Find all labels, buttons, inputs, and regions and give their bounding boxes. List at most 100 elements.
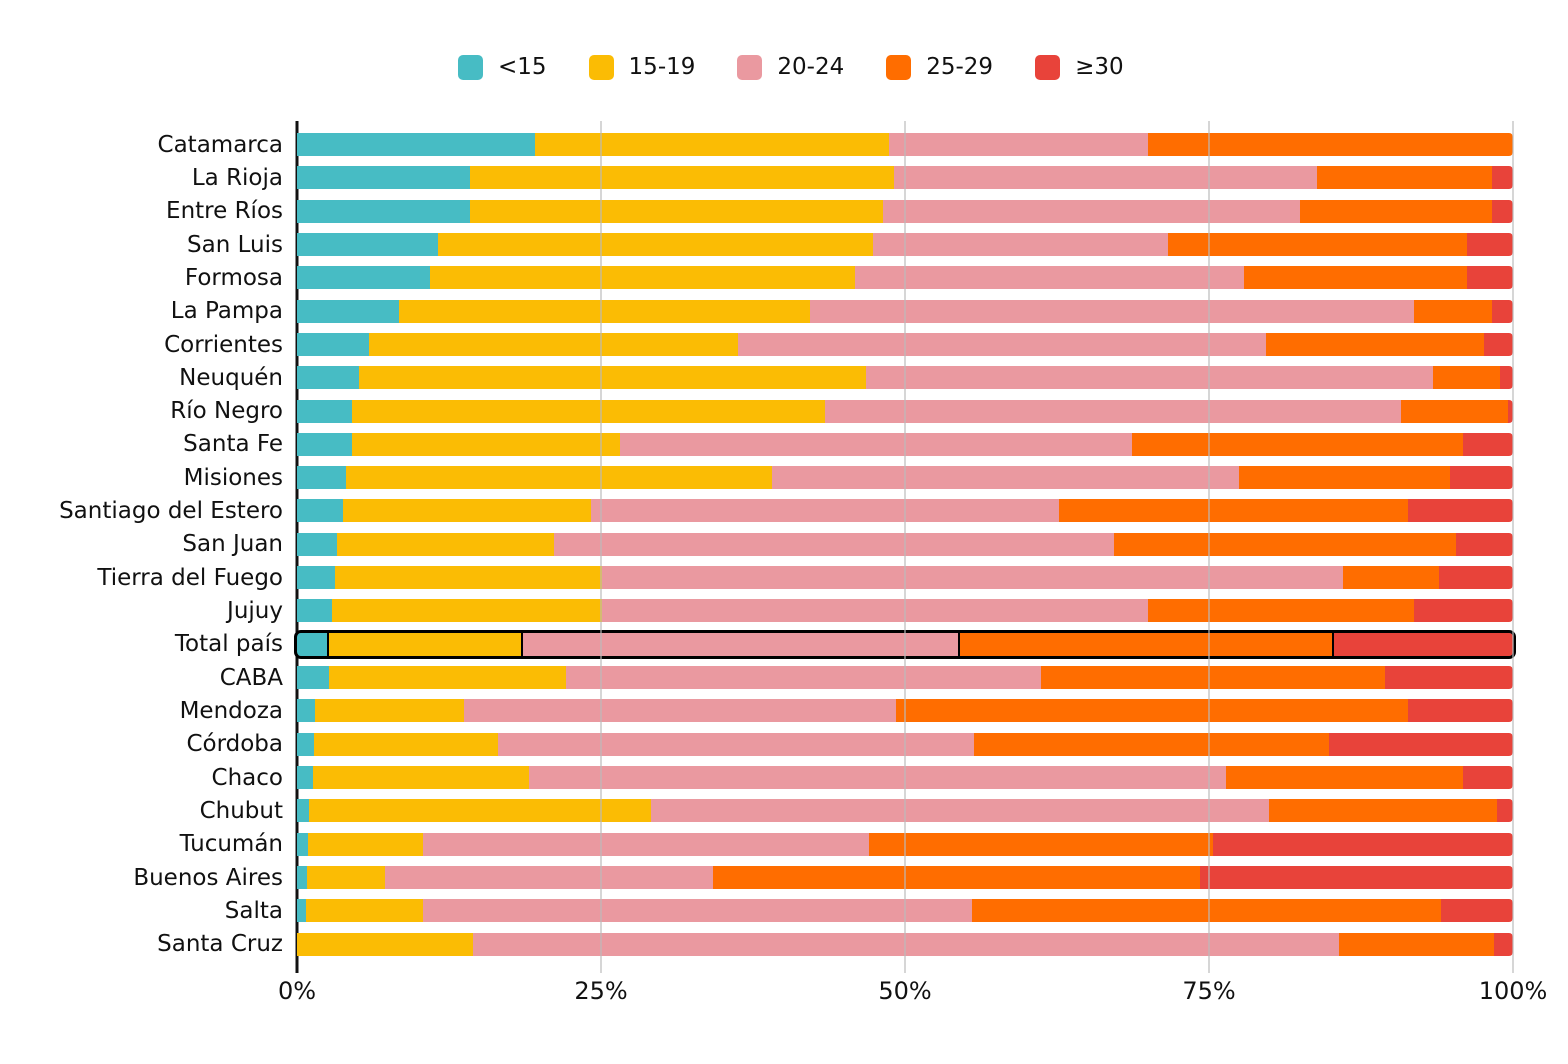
bar-segment-≥30 <box>1463 432 1513 456</box>
bar-segment-<15 <box>297 599 333 623</box>
bar-row: Santa Cruz <box>157 928 1513 961</box>
bar-track <box>297 699 1513 723</box>
bar-segment-20-24 <box>772 466 1240 490</box>
bar-segment-20-24 <box>824 399 1402 423</box>
gridline <box>1208 121 1210 973</box>
bar-segment-20-24 <box>591 499 1060 523</box>
bar-row: Santa Fe <box>183 428 1513 461</box>
bar-segment-<15 <box>297 299 400 323</box>
bar-segment-20-24 <box>738 332 1267 356</box>
bar-track <box>297 899 1513 923</box>
legend-item: 20-24 <box>737 54 844 80</box>
category-label: Misiones <box>183 464 283 491</box>
bar-segment-25-29 <box>1132 432 1464 456</box>
bar-row: Buenos Aires <box>133 861 1513 894</box>
category-label: Catamarca <box>157 131 283 158</box>
bar-row: Córdoba <box>186 728 1513 761</box>
bar-row: Catamarca <box>158 128 1513 161</box>
bar-segment-15-19 <box>306 865 385 889</box>
bar-segment-<15 <box>297 399 352 423</box>
bar-segment-≥30 <box>1492 199 1513 223</box>
bar-segment-25-29 <box>1148 133 1513 156</box>
bar-track <box>297 366 1513 390</box>
bar-segment-20-24 <box>855 266 1245 290</box>
bar-segment-20-24 <box>889 133 1149 156</box>
bar-segment-≥30 <box>1334 632 1513 656</box>
category-label: Santa Fe <box>183 431 283 458</box>
bar-track <box>297 232 1513 256</box>
bar-segment-15-19 <box>297 932 474 956</box>
bar-segment-15-19 <box>334 566 603 590</box>
bar-segment-≥30 <box>1414 599 1513 623</box>
legend-label: <15 <box>498 54 547 80</box>
bar-segment-≥30 <box>1441 899 1513 923</box>
bar-segment-≥30 <box>1455 532 1513 556</box>
bar-segment-≥30 <box>1408 499 1513 523</box>
bar-segment-≥30 <box>1438 566 1513 590</box>
legend: <15 15-19 20-24 25-29 ≥30 <box>458 54 1124 80</box>
bar-segment-<15 <box>297 332 369 356</box>
category-label: Chaco <box>211 764 283 791</box>
bar-track <box>297 466 1513 490</box>
category-label: Buenos Aires <box>133 864 283 891</box>
gridline <box>1512 121 1514 973</box>
legend-item: ≥30 <box>1035 54 1124 80</box>
bar-segment-<15 <box>297 266 430 290</box>
bar-segment-<15 <box>297 865 307 889</box>
legend-label: 25-29 <box>926 54 994 80</box>
bar-row: Mendoza <box>180 694 1513 727</box>
bar-segment-25-29 <box>1114 532 1456 556</box>
bar-segment-<15 <box>297 499 344 523</box>
bar-track <box>297 166 1513 190</box>
bar-segment-≥30 <box>1329 732 1513 756</box>
bar-segment-25-29 <box>974 732 1330 756</box>
bar-segment-≥30 <box>1493 932 1513 956</box>
bar-segment-15-19 <box>469 199 884 223</box>
bar-row: Salta <box>225 894 1513 927</box>
legend-swatch-icon <box>588 54 614 80</box>
category-label: Total país <box>174 631 283 658</box>
bar-row: San Juan <box>182 528 1513 561</box>
category-label: Santa Cruz <box>157 931 283 958</box>
bar-segment-≥30 <box>1466 266 1513 290</box>
x-tick-label: 75% <box>1182 977 1236 1005</box>
bar-segment-25-29 <box>1266 332 1484 356</box>
bar-row: Tierra del Fuego <box>97 561 1513 594</box>
category-label: Tucumán <box>179 831 283 858</box>
bar-segment-≥30 <box>1492 166 1513 190</box>
bar-segment-20-24 <box>523 632 960 656</box>
bar-segment-25-29 <box>1167 232 1467 256</box>
category-label: CABA <box>219 664 283 691</box>
bar-segment-15-19 <box>351 432 621 456</box>
bar-track <box>297 732 1513 756</box>
bar-segment-25-29 <box>1041 666 1386 689</box>
bar-segment-15-19 <box>312 765 530 789</box>
bar-segment-≥30 <box>1212 832 1513 856</box>
bar-track <box>294 629 1516 659</box>
bar-row: Neuquén <box>179 361 1513 394</box>
bar-segment-<15 <box>297 432 352 456</box>
legend-label: 20-24 <box>777 54 845 80</box>
bar-segment-25-29 <box>1432 366 1500 390</box>
legend-swatch-icon <box>1035 54 1061 80</box>
bar-segment-25-29 <box>959 632 1335 656</box>
bar-segment-<15 <box>297 199 470 223</box>
bar-segment-15-19 <box>343 499 592 523</box>
legend-swatch-icon <box>886 54 912 80</box>
legend-item: 25-29 <box>886 54 993 80</box>
bar-segment-20-24 <box>883 199 1301 223</box>
bar-track <box>297 266 1513 290</box>
bar-track <box>297 133 1513 156</box>
x-tick-label: 25% <box>574 977 628 1005</box>
bar-segment-25-29 <box>896 699 1409 723</box>
bar-segment-20-24 <box>529 765 1226 789</box>
category-label: Corrientes <box>164 331 283 358</box>
bar-segment-20-24 <box>650 799 1269 823</box>
bar-segment-25-29 <box>1239 466 1450 490</box>
bar-segment-15-19 <box>438 232 874 256</box>
bar-row: La Rioja <box>192 161 1513 194</box>
bar-segment-15-19 <box>305 899 424 923</box>
bar-segment-15-19 <box>307 832 424 856</box>
bar-segment-25-29 <box>712 865 1201 889</box>
bar-segment-20-24 <box>497 732 975 756</box>
